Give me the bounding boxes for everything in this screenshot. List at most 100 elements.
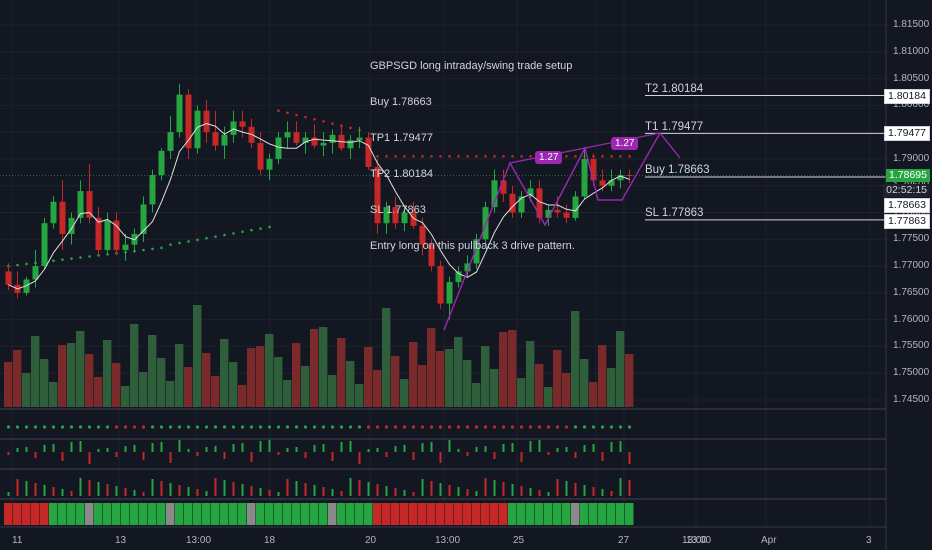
candle-body xyxy=(509,193,516,213)
signal-dot xyxy=(465,425,470,429)
candle-body xyxy=(185,94,192,149)
histogram-bar xyxy=(151,443,154,452)
histogram-bar xyxy=(610,491,613,496)
strength-block xyxy=(256,503,265,525)
histogram-bar xyxy=(439,483,442,496)
candle-body xyxy=(284,132,291,138)
histogram-bar xyxy=(250,452,253,462)
volume-bar xyxy=(301,366,310,407)
histogram-bar xyxy=(322,444,325,452)
volume-bar xyxy=(283,380,292,407)
sar-dot xyxy=(394,154,397,158)
strength-block xyxy=(490,503,499,525)
t1-level-label[interactable]: T1 1.79477 xyxy=(645,121,704,133)
signal-dot xyxy=(231,425,236,429)
histogram-bar xyxy=(25,481,28,496)
candle-body xyxy=(194,110,201,149)
volume-bar xyxy=(463,360,472,407)
strength-block xyxy=(364,503,373,525)
sar-dot xyxy=(520,154,523,158)
histogram-bar xyxy=(403,445,406,452)
histogram-bar xyxy=(466,489,469,496)
strength-block xyxy=(58,503,67,525)
time-tick-label: 13:00 xyxy=(682,535,708,546)
candle-body xyxy=(113,220,120,250)
histogram-bar xyxy=(628,452,631,464)
strength-block xyxy=(40,503,49,525)
buy-level-label[interactable]: Buy 1.78663 xyxy=(645,164,710,176)
histogram-bar xyxy=(52,444,55,452)
histogram-bar xyxy=(322,487,325,496)
sl-level-label[interactable]: SL 1.77863 xyxy=(645,207,704,219)
signal-dot xyxy=(357,425,362,429)
candle-body xyxy=(392,207,399,224)
candle-body xyxy=(410,212,417,226)
histogram-bar xyxy=(430,481,433,496)
price-tick-label: 1.79000 xyxy=(893,152,930,164)
signal-dot xyxy=(564,425,569,429)
signal-dot xyxy=(132,425,137,429)
histogram-bar xyxy=(493,480,496,496)
volume-bar xyxy=(274,357,283,407)
signal-dot xyxy=(555,425,560,429)
histogram-bar xyxy=(520,452,523,462)
histogram-bar xyxy=(574,483,577,496)
histogram-bar xyxy=(277,452,280,455)
strength-block xyxy=(85,503,94,525)
strength-block xyxy=(328,503,337,525)
strength-block xyxy=(481,503,490,525)
signal-dot xyxy=(339,425,344,429)
histogram-bar xyxy=(331,489,334,496)
sar-dot xyxy=(502,154,505,158)
signal-dot xyxy=(312,425,317,429)
sar-dot xyxy=(250,228,253,232)
signal-dot xyxy=(267,425,272,429)
sar-dot xyxy=(403,154,406,158)
signal-dot xyxy=(429,425,434,429)
histogram-bar xyxy=(457,487,460,496)
strength-block xyxy=(418,503,427,525)
histogram-bar xyxy=(241,443,244,452)
sar-dot xyxy=(466,154,469,158)
histogram-bar xyxy=(178,485,181,496)
volume-bar xyxy=(544,387,553,407)
strength-block xyxy=(148,503,157,525)
volume-bar xyxy=(499,332,508,407)
strength-block xyxy=(508,503,517,525)
sar-dot xyxy=(16,263,19,267)
note-line: Entry long on this pullback 3 drive patt… xyxy=(370,240,575,252)
histogram-bar xyxy=(160,481,163,496)
histogram-bar xyxy=(511,484,514,496)
strength-block xyxy=(562,503,571,525)
histogram-bar xyxy=(340,491,343,496)
volume-bar xyxy=(535,364,544,407)
strength-block xyxy=(400,503,409,525)
strength-block xyxy=(346,503,355,525)
strength-block xyxy=(13,503,22,525)
strength-block xyxy=(31,503,40,525)
time-tick-label: 3 xyxy=(866,535,872,546)
histogram-bar xyxy=(484,446,487,452)
volume-bar xyxy=(193,305,202,407)
signal-dot xyxy=(6,425,11,429)
sar-dot xyxy=(628,154,631,158)
histogram-bar xyxy=(304,452,307,458)
volume-bar xyxy=(346,361,355,407)
t2-level-label[interactable]: T2 1.80184 xyxy=(645,83,704,95)
signal-dot xyxy=(519,425,524,429)
sar-dot xyxy=(106,252,109,256)
volume-bar xyxy=(328,375,337,407)
signal-dot xyxy=(411,425,416,429)
histogram-bar xyxy=(70,491,73,496)
histogram-bar xyxy=(16,448,19,452)
strength-block xyxy=(202,503,211,525)
signal-dot xyxy=(213,425,218,429)
trade-setup-note[interactable]: GBPSGD long intraday/swing trade setup B… xyxy=(370,36,575,264)
signal-dot xyxy=(51,425,56,429)
histogram-bar xyxy=(52,487,55,496)
volume-bar xyxy=(103,340,112,407)
signal-dot xyxy=(141,425,146,429)
histogram-bar xyxy=(547,452,550,455)
histogram-bar xyxy=(259,488,262,496)
